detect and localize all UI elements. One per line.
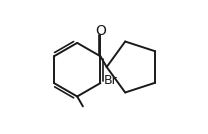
- Text: O: O: [95, 24, 106, 38]
- Text: Br: Br: [104, 74, 118, 87]
